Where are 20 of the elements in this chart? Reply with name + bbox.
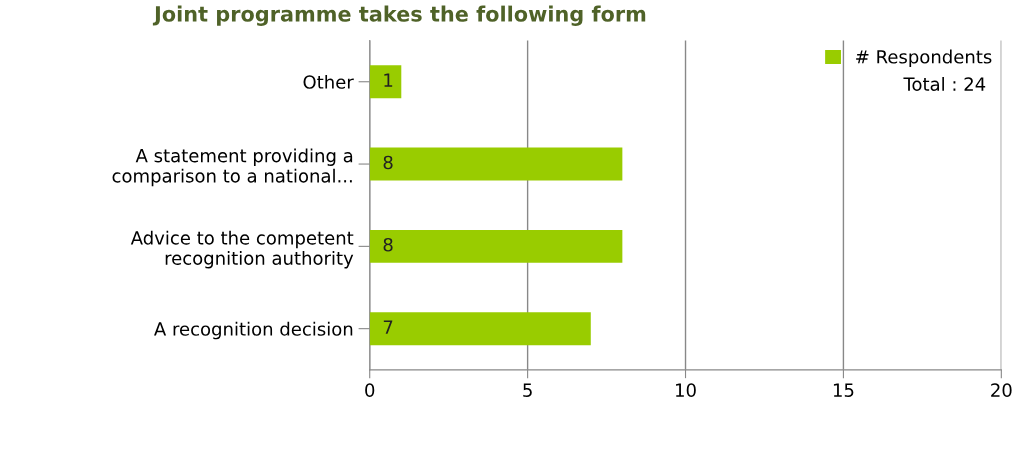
x-tick-label: 10 — [676, 383, 696, 397]
chart-title: Joint programme takes the following form — [152, 5, 646, 26]
x-tick-label: 20 — [991, 383, 1012, 397]
data-label: 8 — [383, 155, 393, 170]
x-tick-label: 0 — [365, 383, 375, 397]
y-tick-label: A recognition decision — [154, 321, 353, 340]
annotation: Total : 24 — [903, 76, 986, 91]
data-label: 8 — [383, 237, 393, 252]
y-tick-label: A statement providing a comparison to a national... — [112, 148, 353, 187]
y-tick-label: Other — [303, 74, 354, 89]
legend-label: # Respondents — [856, 49, 992, 68]
y-tick-label: Advice to the competent recognition authority — [130, 230, 354, 269]
bar — [369, 65, 402, 99]
bar — [369, 229, 623, 263]
x-tick-label: 5 — [523, 383, 532, 397]
x-tick-label: 15 — [833, 383, 854, 397]
bar — [369, 312, 591, 346]
data-label: 7 — [383, 320, 393, 334]
bar — [369, 147, 623, 181]
data-label: 1 — [384, 73, 393, 87]
